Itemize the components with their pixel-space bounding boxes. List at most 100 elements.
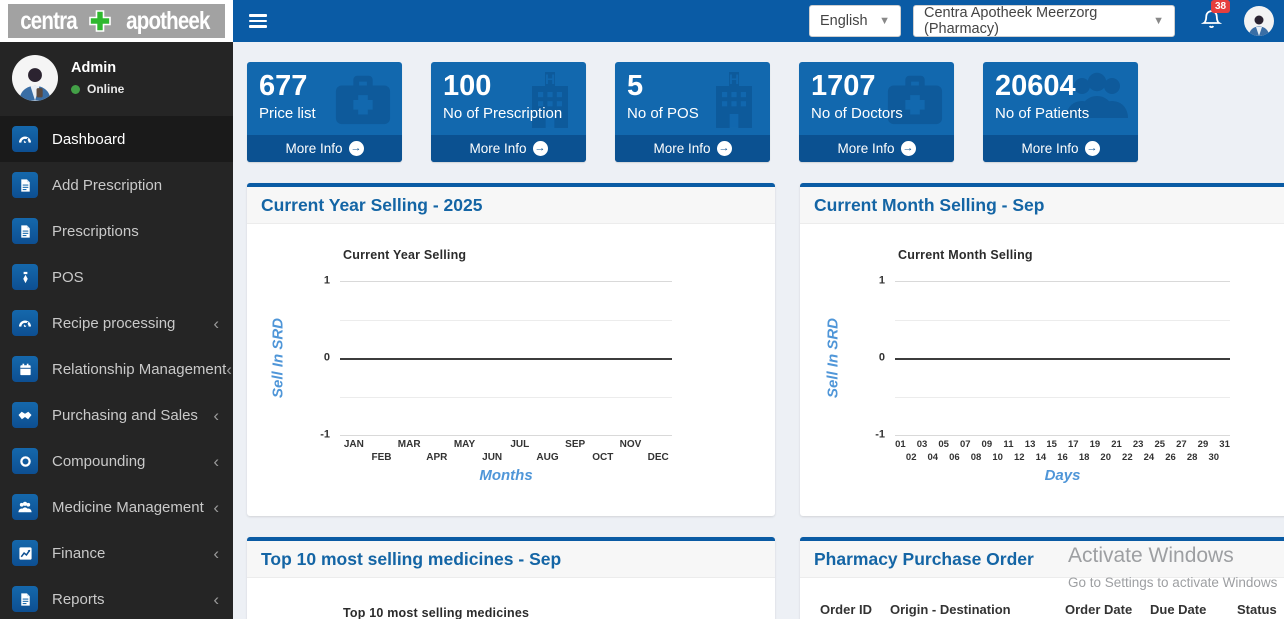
chart-plot-area [340,281,672,436]
online-status-icon [71,84,80,94]
x-axis-tick-label: 10 [992,452,1003,463]
x-axis-tick-label: 25 [1154,439,1166,450]
x-axis-tick-label: MAY [453,439,476,450]
sidebar-item-add-prescription[interactable]: Add Prescription [0,162,233,208]
chart-title: Current Year Selling [343,248,467,262]
chevron-left-icon: ‹ [213,313,219,333]
sidebar-item-finance[interactable]: Finance ‹ [0,530,233,576]
stat-value: 677 [259,70,308,102]
arrow-right-circle-icon: → [1084,141,1100,156]
sidebar-item-relationship-management[interactable]: Relationship Management ‹ [0,346,233,392]
x-axis-tick-label: 19 [1089,439,1101,450]
x-axis-tick-label: OCT [592,452,614,463]
arrow-right-circle-icon: → [532,141,548,156]
gridline [895,358,1230,360]
x-axis-tick-label: DEC [647,452,669,463]
chevron-left-icon: ‹ [213,405,219,425]
x-axis-tick-label: 05 [938,439,949,450]
x-axis-tick-label: 17 [1068,439,1079,450]
more-info-link[interactable]: More Info → [799,135,954,162]
sidebar-item-pos[interactable]: POS [0,254,233,300]
user-avatar[interactable] [1244,6,1274,36]
purchase-table-header-row: Order ID Origin - Destination Order Date Du… [800,578,1284,617]
stat-label: No of POS [627,105,699,123]
x-axis-tick-label: 23 [1132,439,1144,450]
arrow-right-circle-icon: → [900,141,916,156]
gridline [895,435,1230,436]
pharmacy-select[interactable]: Centra Apotheek Meerzorg (Pharmacy) ▼ [913,5,1175,37]
more-info-link[interactable]: More Info → [247,135,402,162]
chart-icon [12,540,38,566]
sidebar-toggle-icon[interactable] [249,11,267,31]
arrow-right-circle-icon: → [348,141,364,156]
more-info-link[interactable]: More Info → [983,135,1138,162]
column-header-order-id: Order ID [820,602,873,617]
x-axis-tick-label: 04 [927,452,939,463]
stat-label: No of Prescription [443,105,563,123]
column-header-origin-destination: Origin - Destination [890,602,1011,617]
sidebar-item-compounding[interactable]: Compounding ‹ [0,438,233,484]
x-axis-tick-label: 09 [981,439,993,450]
y-axis-title: Sell In SRD [824,317,842,399]
x-axis-tick-label: 14 [1035,452,1047,463]
stat-card-price-list: 677 Price list More Info → [247,62,402,162]
notification-badge: 38 [1211,0,1231,13]
gridline [895,396,1230,398]
top10-medicines-chart: Top 10 most selling medicines [247,578,775,619]
panel-current-year-selling: Current Year Selling - 2025 Current Year… [247,183,775,516]
column-header-order-date: Order Date [1065,602,1133,617]
sidebar-item-label: Finance [52,544,106,562]
x-axis-title: Days [1044,467,1081,484]
sidebar-item-reports[interactable]: Reports ‹ [0,576,233,619]
x-axis-tick-label: 20 [1100,452,1112,463]
stat-card-no-of-patients: 20604 No of Patients More Info → [983,62,1138,162]
sidebar: Admin Online Dashboard Add Prescription Pr… [0,42,233,619]
svg-text:H: H [545,71,555,87]
user-status: Online [71,82,124,96]
sidebar-item-recipe-processing[interactable]: Recipe processing ‹ [0,300,233,346]
chart-title: Current Month Selling [898,248,1033,262]
gridline [340,358,672,360]
gridline [340,396,672,398]
admin-avatar[interactable] [12,55,58,101]
sidebar-item-label: Prescriptions [52,222,139,240]
stat-cards-row: 677 Price list More Info → H 100 No of Prescri… [247,62,1284,162]
sidebar-item-medicine-management[interactable]: Medicine Management ‹ [0,484,233,530]
gridline [895,319,1230,321]
x-axis-tick-labels: 01 02 03 04 05 06 07 08 09 10 11 12 13 14 15 16 17 18 19 20… [895,439,1230,467]
users-group-icon [1062,70,1132,135]
sidebar-item-prescriptions[interactable]: Prescriptions [0,208,233,254]
x-axis-tick-label: 22 [1122,452,1133,463]
calendar-icon [12,356,38,382]
gridline [340,435,672,436]
gridline [340,319,672,321]
bell-icon [1200,9,1223,34]
x-axis-tick-label: FEB [371,452,392,463]
x-axis-tick-label: NOV [619,439,642,450]
y-axis-tick-label: 0 [878,351,885,364]
x-axis-tick-label: 30 [1208,452,1220,463]
x-axis-tick-label: 13 [1024,439,1036,450]
sidebar-item-dashboard[interactable]: Dashboard [0,116,233,162]
x-axis-tick-label: JAN [343,439,364,450]
x-axis-tick-label: 27 [1176,439,1187,450]
sidebar-item-label: Reports [52,590,105,608]
x-axis-tick-label: 12 [1013,452,1025,463]
stat-value: 20604 [995,70,1076,102]
chart-plot-area [895,281,1230,436]
topbar-main: English ▼ Centra Apotheek Meerzorg (Phar… [233,0,1284,42]
language-select[interactable]: English ▼ [809,5,901,37]
more-info-link[interactable]: More Info → [431,135,586,162]
sidebar-item-label: Add Prescription [52,176,163,194]
purchase-order-table: Order ID Origin - Destination Order Date Du… [800,578,1284,619]
brand-text-right: apotheek [126,6,210,35]
notifications-button[interactable]: 38 [1200,0,1231,35]
x-axis-tick-label: APR [426,452,448,463]
x-axis-tick-label: 01 [895,439,906,450]
gridline [895,281,1230,282]
x-axis-tick-label: 15 [1046,439,1057,450]
sidebar-item-purchasing-and-sales[interactable]: Purchasing and Sales ‹ [0,392,233,438]
more-info-link[interactable]: More Info → [615,135,770,162]
sidebar-user-panel: Admin Online [0,42,233,116]
brand-logo[interactable]: centra apotheek [0,0,233,42]
